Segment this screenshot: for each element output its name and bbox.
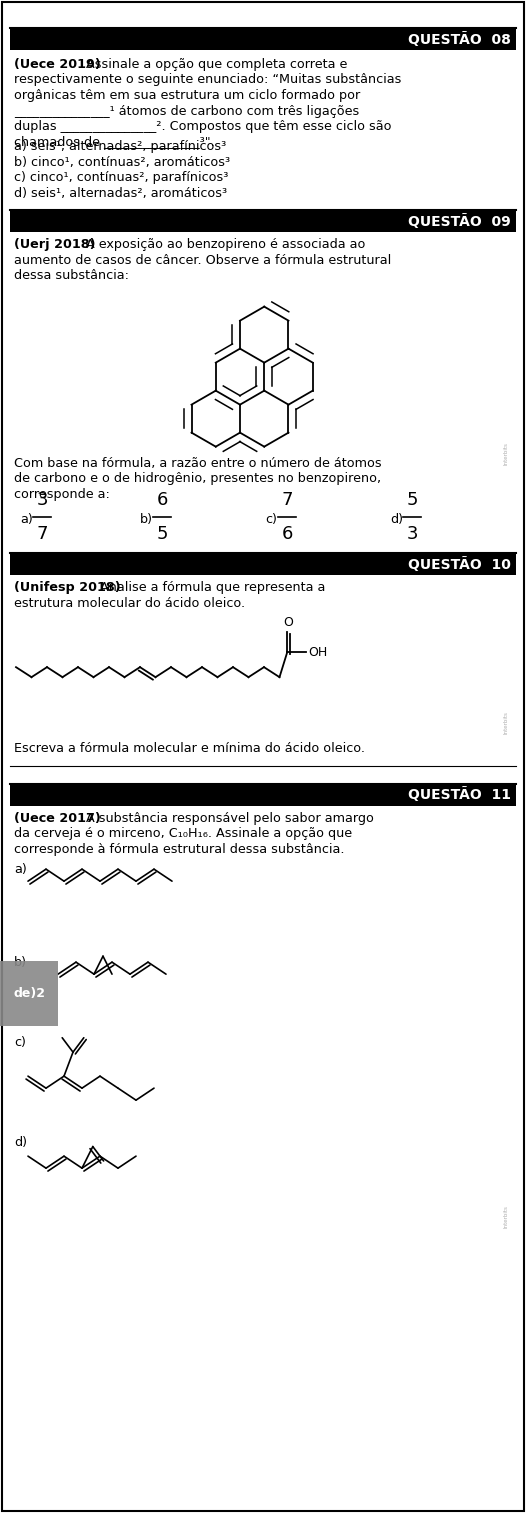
- Text: (Unifesp 2018): (Unifesp 2018): [14, 581, 120, 595]
- Text: corresponde a:: corresponde a:: [14, 487, 110, 501]
- Text: dessa substância:: dessa substância:: [14, 269, 129, 281]
- Text: b): b): [140, 513, 153, 525]
- Text: duplas _______________². Compostos que têm esse ciclo são: duplas _______________². Compostos que t…: [14, 120, 391, 133]
- Bar: [0, 961, 58, 1026]
- Text: Com base na fórmula, a razão entre o número de átomos: Com base na fórmula, a razão entre o núm…: [14, 457, 382, 469]
- Text: aumento de casos de câncer. Observe a fórmula estrutural: aumento de casos de câncer. Observe a fó…: [14, 254, 391, 266]
- Text: 7: 7: [281, 492, 293, 510]
- Text: a): a): [14, 862, 27, 876]
- Text: d): d): [14, 1136, 27, 1150]
- Text: QUESTÃO  09: QUESTÃO 09: [408, 213, 511, 228]
- Text: 6: 6: [156, 492, 168, 510]
- Text: d): d): [390, 513, 403, 525]
- Text: QUESTÃO  10: QUESTÃO 10: [408, 557, 511, 572]
- Text: de carbono e o de hidrogênio, presentes no benzopireno,: de carbono e o de hidrogênio, presentes …: [14, 472, 381, 486]
- Text: b) cinco¹, contínuas², aromáticos³: b) cinco¹, contínuas², aromáticos³: [14, 156, 230, 168]
- Text: 5: 5: [156, 525, 168, 543]
- Bar: [10, 210, 516, 231]
- Text: (Uece 2017): (Uece 2017): [14, 811, 101, 825]
- Text: 6: 6: [281, 525, 292, 543]
- Text: _______________¹ átomos de carbono com três ligações: _______________¹ átomos de carbono com t…: [14, 104, 359, 118]
- Text: a): a): [20, 513, 33, 525]
- Text: da cerveja é o mirceno, C₁₀H₁₆. Assinale a opção que: da cerveja é o mirceno, C₁₀H₁₆. Assinale…: [14, 828, 352, 840]
- Text: A exposição ao benzopireno é associada ao: A exposição ao benzopireno é associada a…: [82, 238, 366, 251]
- Text: OH: OH: [308, 646, 327, 658]
- Text: c): c): [14, 1036, 26, 1049]
- Text: estrutura molecular do ácido oleico.: estrutura molecular do ácido oleico.: [14, 596, 245, 610]
- Text: orgânicas têm em sua estrutura um ciclo formado por: orgânicas têm em sua estrutura um ciclo …: [14, 89, 360, 101]
- Text: respectivamente o seguinte enunciado: “Muitas substâncias: respectivamente o seguinte enunciado: “M…: [14, 74, 401, 86]
- Text: 7: 7: [36, 525, 48, 543]
- Text: c): c): [265, 513, 277, 525]
- Text: QUESTÃO  11: QUESTÃO 11: [408, 787, 511, 802]
- Text: QUESTÃO  08: QUESTÃO 08: [408, 32, 511, 47]
- Text: c) cinco¹, contínuas², parafínicos³: c) cinco¹, contínuas², parafínicos³: [14, 171, 228, 185]
- Bar: [10, 29, 516, 50]
- Text: Interbits: Interbits: [503, 442, 508, 464]
- Text: A substância responsável pelo sabor amargo: A substância responsável pelo sabor amar…: [82, 811, 374, 825]
- Text: de)2: de)2: [13, 986, 45, 1000]
- Text: Interbits: Interbits: [503, 1204, 508, 1227]
- Text: Escreva a fórmula molecular e mínima do ácido oleico.: Escreva a fórmula molecular e mínima do …: [14, 743, 365, 755]
- Text: a) seis¹, alternadas², parafínicos³: a) seis¹, alternadas², parafínicos³: [14, 141, 226, 153]
- Text: corresponde à fórmula estrutural dessa substância.: corresponde à fórmula estrutural dessa s…: [14, 843, 345, 856]
- Text: (Uerj 2018): (Uerj 2018): [14, 238, 96, 251]
- Text: 5: 5: [406, 492, 418, 510]
- Text: chamados de _______________³".: chamados de _______________³".: [14, 136, 215, 148]
- Text: O: O: [284, 616, 293, 629]
- Text: Analise a fórmula que representa a: Analise a fórmula que representa a: [96, 581, 326, 595]
- Bar: [10, 554, 516, 575]
- Text: 3: 3: [36, 492, 48, 510]
- Text: Assinale a opção que completa correta e: Assinale a opção que completa correta e: [82, 57, 347, 71]
- Bar: [10, 784, 516, 805]
- Text: d) seis¹, alternadas², aromáticos³: d) seis¹, alternadas², aromáticos³: [14, 186, 227, 200]
- Text: (Uece 2019): (Uece 2019): [14, 57, 101, 71]
- Text: 3: 3: [406, 525, 418, 543]
- Text: Interbits: Interbits: [503, 711, 508, 734]
- Text: b): b): [14, 956, 27, 970]
